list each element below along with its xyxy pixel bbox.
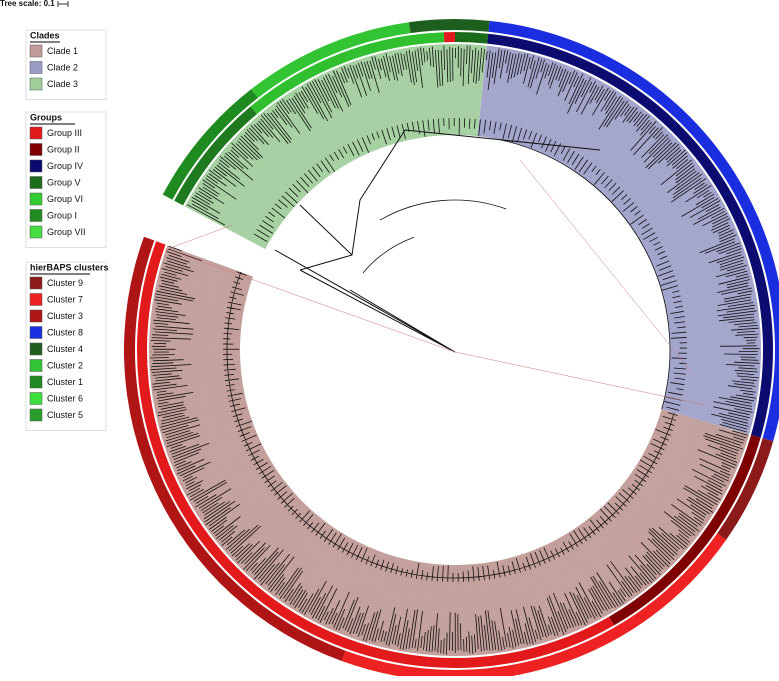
legend-label: Group II — [47, 144, 80, 154]
tree-scale: Tree scale: 0.1 — [0, 0, 55, 8]
clade-band — [184, 44, 487, 250]
legend-title: hierBAPS clusters — [30, 262, 109, 272]
legend-label: Group III — [47, 128, 82, 138]
legend-swatch — [29, 77, 43, 91]
clade-band — [477, 45, 761, 435]
group-ring — [455, 32, 489, 44]
connector-lines — [164, 159, 706, 406]
legend-label: Cluster 6 — [47, 393, 83, 403]
legend-swatch — [29, 326, 43, 339]
group-ring — [443, 32, 455, 43]
legend-swatch — [29, 192, 43, 206]
legend-label: Group V — [47, 177, 81, 187]
legend-swatch — [29, 209, 43, 222]
legend-label: Clade 1 — [47, 46, 78, 56]
cluster-ring — [717, 438, 774, 540]
legend-swatch — [29, 276, 43, 290]
legend-swatch — [29, 293, 43, 306]
legends: Clades Clade 1 Clade 2 Clade 3 Groups Group I… — [25, 29, 109, 431]
scale-bar — [57, 1, 69, 7]
legend-label: Cluster 9 — [47, 278, 83, 288]
legend-swatch — [29, 359, 43, 372]
legend-label: Group VII — [47, 227, 86, 237]
root-branches — [274, 129, 601, 353]
leaf-bars — [150, 45, 760, 655]
cluster-ring — [408, 18, 490, 34]
clade-band — [148, 245, 750, 657]
legend-swatch — [29, 159, 43, 173]
legend-swatch — [29, 342, 43, 356]
cluster-ring — [251, 22, 411, 98]
legend-swatch — [29, 143, 43, 156]
legend-title: Groups — [30, 112, 62, 122]
legend-label: Cluster 1 — [47, 377, 83, 387]
legend-label: Cluster 5 — [47, 410, 83, 420]
legend-label: Cluster 4 — [47, 344, 83, 354]
legend-label: Group I — [47, 210, 77, 220]
legend-title: Clades — [30, 30, 60, 40]
legend-label: Cluster 2 — [47, 360, 83, 370]
legend-swatch — [29, 176, 43, 189]
legend-label: Clade 3 — [47, 79, 78, 89]
legend-swatch — [29, 309, 43, 323]
legend-swatch — [29, 408, 43, 422]
legend-swatch — [29, 61, 43, 74]
legend-swatch — [29, 392, 43, 405]
tree — [124, 18, 779, 681]
legend-swatch — [29, 225, 43, 239]
legend-label: Cluster 7 — [47, 294, 83, 304]
cluster-ring — [341, 533, 727, 681]
group-ring — [250, 32, 445, 115]
cluster-ring — [162, 89, 258, 200]
legend-swatch — [29, 375, 43, 389]
backbone — [222, 117, 687, 582]
legend-swatch — [29, 126, 43, 140]
legend-label: Cluster 3 — [47, 311, 83, 321]
group-ring — [174, 106, 258, 206]
legend-label: Group IV — [47, 161, 83, 171]
legend-label: Clade 2 — [47, 62, 78, 72]
legend-label: Group VI — [47, 194, 83, 204]
legend-swatch — [29, 44, 43, 58]
leaf-guides — [165, 58, 747, 641]
group-ring — [609, 434, 761, 626]
legend-label: Cluster 8 — [47, 327, 83, 337]
